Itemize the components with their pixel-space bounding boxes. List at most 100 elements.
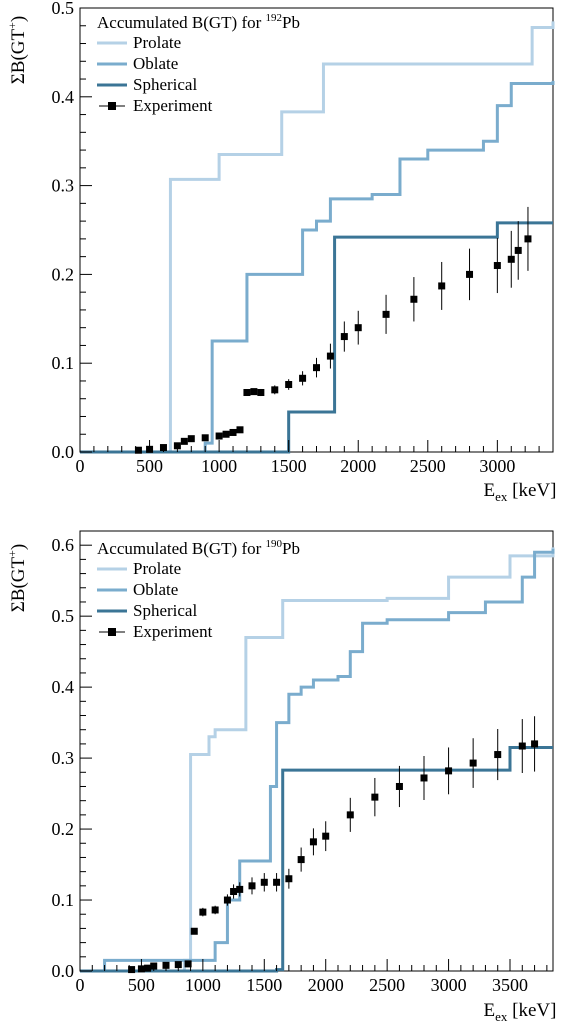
data-point	[173, 442, 181, 450]
plot-frame	[79, 530, 554, 972]
data-point	[313, 364, 320, 372]
data-point	[340, 333, 348, 341]
data-point	[507, 255, 515, 263]
x-axis-label: Eex [keV]	[484, 1000, 557, 1024]
data-point	[285, 875, 293, 883]
data-point	[236, 426, 244, 434]
data-point	[466, 270, 474, 278]
data-point	[469, 759, 477, 767]
x-tick-label: 1500	[271, 456, 307, 476]
data-point	[243, 389, 251, 397]
x-axis-label: Eex [keV]	[484, 480, 557, 504]
data-point	[410, 295, 418, 303]
data-point	[199, 908, 207, 916]
legend-label: Oblate	[133, 580, 178, 599]
x-tick-label: 3000	[479, 456, 515, 476]
x-tick-label: 500	[136, 456, 163, 476]
legend-label: Experiment	[133, 96, 213, 115]
data-point	[215, 432, 223, 440]
y-tick-label: 0.1	[52, 353, 75, 373]
legend-swatch-marker	[108, 628, 116, 636]
data-point	[229, 428, 237, 436]
data-point	[223, 896, 231, 904]
y-tick-label: 0.3	[52, 748, 75, 768]
data-point	[222, 430, 230, 438]
x-tick-label: 3000	[431, 975, 467, 995]
legend-label: Experiment	[133, 622, 213, 641]
y-tick-label: 0.6	[52, 535, 75, 555]
data-point	[494, 751, 502, 759]
series-line-oblate	[80, 80, 555, 454]
data-point	[273, 878, 281, 886]
y-tick-label: 0.1	[52, 890, 75, 910]
x-tick-label: 2000	[340, 456, 376, 476]
data-point	[184, 960, 192, 968]
x-tick-label: 2500	[369, 975, 405, 995]
x-tick-label: 0	[76, 975, 85, 995]
legend-label: Prolate	[133, 33, 181, 52]
x-tick-label: 3500	[492, 975, 528, 995]
chart-panel-192pb: 0 500 1000 1500 2000 2500 3000 0.0 0.1 0.2 0.3 0.4 0…	[5, 0, 556, 504]
legend-label: Oblate	[133, 54, 178, 73]
data-point	[260, 878, 268, 886]
data-point	[257, 389, 265, 397]
data-point	[248, 882, 256, 890]
y-tick-label: 0.0	[52, 442, 75, 462]
series-line-oblate	[80, 548, 555, 973]
data-point	[531, 740, 539, 748]
data-point	[134, 446, 142, 454]
data-point	[299, 374, 307, 382]
data-point	[371, 793, 379, 801]
y-tick-label: 0.4	[52, 87, 75, 107]
data-point	[354, 324, 362, 332]
data-point	[445, 767, 453, 775]
x-tick-label: 0	[76, 456, 85, 476]
legend-title: Accumulated B(GT) for 192Pb	[97, 12, 300, 32]
legend-label: Spherical	[133, 601, 197, 620]
y-tick-label: 0.0	[52, 961, 75, 981]
x-tick-label: 500	[128, 975, 155, 995]
x-tick-label: 2000	[308, 975, 344, 995]
chart-panel-190pb: 0 500 1000 1500 2000 2500 3000 3500 0.0 0.1 0.2 0.3…	[5, 530, 557, 1024]
data-point	[180, 437, 188, 445]
data-point	[309, 838, 317, 846]
x-tick-label: 1000	[185, 975, 221, 995]
data-point	[285, 381, 293, 389]
data-point	[518, 742, 526, 750]
y-tick-label: 0.2	[52, 819, 75, 839]
series-line-prolate	[80, 21, 555, 454]
data-point	[322, 832, 330, 840]
legend-label: Spherical	[133, 75, 197, 94]
data-point	[297, 856, 305, 864]
axis-layer: 0 500 1000 1500 2000 2500 3000 3500 0.0 0.1 0.2 0.3…	[52, 530, 548, 995]
data-point	[128, 966, 136, 974]
y-tick-label: 0.4	[52, 677, 75, 697]
data-point	[144, 964, 152, 972]
legend-label: Prolate	[133, 559, 181, 578]
data-point	[190, 927, 198, 935]
data-point	[201, 434, 209, 442]
data-point	[514, 246, 522, 254]
data-point	[174, 961, 182, 969]
data-point	[438, 282, 446, 290]
y-tick-label: 0.5	[52, 606, 75, 626]
data-point	[211, 906, 219, 914]
data-point	[271, 386, 279, 394]
data-point	[395, 782, 403, 790]
x-tick-label: 1500	[246, 975, 282, 995]
x-tick-label: 1000	[201, 456, 237, 476]
y-tick-label: 0.2	[52, 264, 75, 284]
y-tick-label: 0.5	[52, 0, 75, 18]
series-line-spherical	[80, 221, 553, 454]
data-point	[382, 310, 390, 318]
legend-title: Accumulated B(GT) for 190Pb	[97, 538, 300, 558]
legend: Accumulated B(GT) for 190Pb Prolate Oblat…	[97, 538, 300, 641]
x-tick-label: 2500	[410, 456, 446, 476]
series-line-prolate	[80, 547, 555, 973]
y-tick-label: 0.3	[52, 176, 75, 196]
data-point	[326, 352, 334, 360]
axis-layer: 0 500 1000 1500 2000 2500 3000 0.0 0.1 0.2 0.3 0.4 0…	[52, 0, 554, 476]
data-point	[250, 388, 258, 396]
data-point	[230, 888, 238, 896]
